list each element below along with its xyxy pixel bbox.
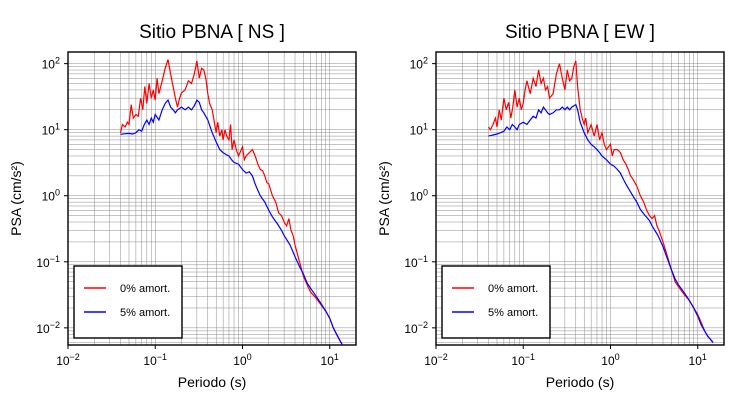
legend: 0% amort. 5% amort. (441, 265, 551, 339)
x-tick-label: 101 (689, 352, 707, 368)
legend: 0% amort. 5% amort. (73, 265, 183, 339)
series-line-damping-0 (119, 59, 344, 345)
chart-panel-ew: 10−2 10−1 100 101 10−2 10−1 100 101 102 Sitio PBN… (376, 22, 725, 390)
legend-label: 0% amort. (488, 283, 538, 295)
y-tick-label: 10−2 (36, 320, 60, 336)
x-axis-label: Periodo (s) (178, 374, 246, 390)
plot-frame (435, 51, 725, 346)
plot-frame (67, 51, 357, 346)
y-tick-label: 10−1 (36, 254, 60, 270)
x-axis-label: Periodo (s) (546, 374, 614, 390)
y-tick-label: 101 (42, 122, 60, 138)
chart-panel-ns: 10−2 10−1 100 101 10−2 10−1 100 101 102 Sitio PBN… (8, 22, 357, 390)
y-tick-label: 101 (410, 122, 428, 138)
x-tick-label: 10−2 (424, 352, 448, 368)
legend-box (441, 265, 551, 339)
x-tick-label: 10−2 (56, 352, 80, 368)
x-tick-label: 101 (321, 352, 339, 368)
y-tick-label: 100 (410, 188, 428, 204)
series-line-damping-5 (120, 98, 344, 345)
legend-label: 5% amort. (120, 307, 170, 319)
y-axis-label: PSA (cm/s²) (376, 161, 392, 236)
x-tick-label: 10−1 (511, 352, 535, 368)
legend-label: 5% amort. (488, 307, 538, 319)
chart-title: Sitio PBNA [ NS ] (139, 22, 285, 43)
y-tick-label: 102 (42, 56, 60, 72)
series-line-damping-0 (488, 60, 714, 343)
y-tick-label: 10−2 (404, 320, 428, 336)
y-tick-label: 10−1 (404, 254, 428, 270)
legend-label: 0% amort. (120, 283, 170, 295)
legend-box (73, 265, 183, 339)
y-tick-label: 100 (42, 188, 60, 204)
y-tick-label: 102 (410, 56, 428, 72)
x-tick-label: 10−1 (143, 352, 167, 368)
y-axis-label: PSA (cm/s²) (8, 161, 24, 236)
series-line-damping-5 (488, 103, 714, 343)
x-tick-label: 100 (601, 352, 619, 368)
chart-title: Sitio PBNA [ EW ] (505, 22, 655, 43)
x-tick-label: 100 (233, 352, 251, 368)
